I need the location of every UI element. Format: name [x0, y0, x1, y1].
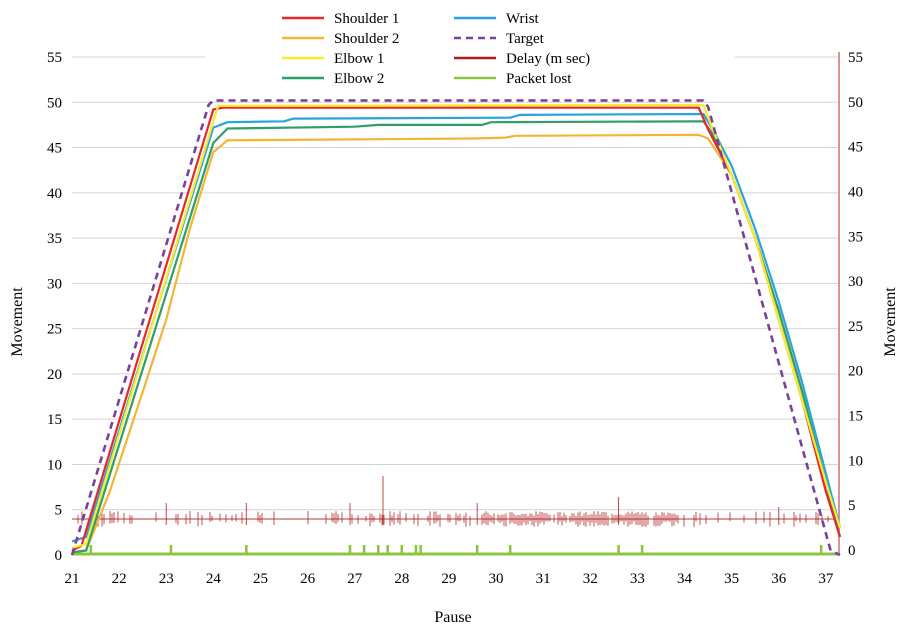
y-axis-right: 0 5 10 15 20 25 30 35 40 45 50 55: [848, 50, 863, 559]
y-axis-left: 0 5 10 15 20 25 30 35 40 45 50 55: [47, 50, 62, 564]
series-line-wrist: [71, 112, 842, 543]
y-left-tick-label: 30: [47, 276, 62, 292]
delay-spikes: [72, 476, 838, 527]
x-tick-label: 34: [677, 571, 693, 587]
legend-label: Shoulder 1: [334, 11, 399, 27]
x-tick-label: 25: [253, 571, 268, 587]
x-tick-label: 28: [394, 571, 409, 587]
legend-label: Shoulder 2: [334, 31, 399, 47]
y-axis-right-title: Movement: [882, 287, 899, 357]
legend: Shoulder 1 Wrist Shoulder 2 Target Elbow 1 De…: [282, 11, 590, 87]
y-right-tick-label: 45: [848, 140, 863, 156]
legend-label: Packet lost: [506, 71, 572, 87]
y-left-tick-label: 5: [55, 503, 63, 519]
x-tick-label: 22: [112, 571, 127, 587]
x-tick-label: 24: [206, 571, 222, 587]
y-left-tick-label: 15: [47, 412, 62, 428]
y-right-tick-label: 10: [848, 453, 863, 469]
x-tick-label: 37: [818, 571, 834, 587]
x-tick-label: 23: [159, 571, 174, 587]
x-tick-label: 35: [724, 571, 739, 587]
x-tick-label: 30: [489, 571, 504, 587]
series-line-elbow-2: [71, 120, 842, 554]
gridlines: [72, 52, 840, 556]
y-right-tick-label: 35: [848, 229, 863, 245]
y-right-tick-label: 30: [848, 274, 863, 290]
y-left-tick-label: 40: [47, 186, 62, 202]
y-axis-left-title: Movement: [9, 287, 26, 357]
legend-label: Wrist: [506, 11, 540, 27]
y-right-tick-label: 50: [848, 95, 863, 111]
x-tick-label: 29: [441, 571, 456, 587]
y-left-tick-label: 50: [47, 95, 62, 111]
y-left-tick-label: 20: [47, 367, 62, 383]
legend-label: Elbow 1: [334, 51, 384, 67]
y-right-tick-label: 15: [848, 409, 863, 425]
legend-label: Elbow 2: [334, 71, 384, 87]
series-lines: [70, 99, 842, 557]
x-tick-label: 26: [300, 571, 316, 587]
y-right-tick-label: 5: [848, 498, 856, 514]
y-left-tick-label: 55: [47, 50, 62, 66]
x-axis: 21 22 23 24 25 26 27 28 29 30 31 32 33 34 35 36 37: [65, 571, 834, 587]
y-left-tick-label: 0: [55, 548, 63, 564]
x-tick-label: 31: [536, 571, 551, 587]
packet-lost-marks: [72, 545, 838, 556]
x-axis-title: Pause: [434, 609, 471, 626]
x-tick-label: 36: [771, 571, 787, 587]
y-right-tick-label: 20: [848, 364, 863, 380]
y-right-tick-label: 40: [848, 184, 863, 200]
x-tick-label: 32: [583, 571, 598, 587]
legend-label: Target: [506, 31, 545, 47]
y-right-tick-label: 55: [848, 50, 863, 66]
series-line-elbow-1: [71, 103, 842, 549]
y-left-tick-label: 45: [47, 141, 62, 157]
legend-label: Delay (m sec): [506, 51, 590, 67]
x-tick-label: 21: [65, 571, 80, 587]
y-left-tick-label: 25: [47, 322, 62, 338]
y-right-tick-label: 0: [848, 543, 856, 559]
y-right-tick-label: 25: [848, 319, 863, 335]
y-left-tick-label: 35: [47, 231, 62, 247]
x-tick-label: 33: [630, 571, 645, 587]
y-left-tick-label: 10: [47, 457, 62, 473]
x-tick-label: 27: [347, 571, 363, 587]
series-line-target: [70, 99, 841, 557]
